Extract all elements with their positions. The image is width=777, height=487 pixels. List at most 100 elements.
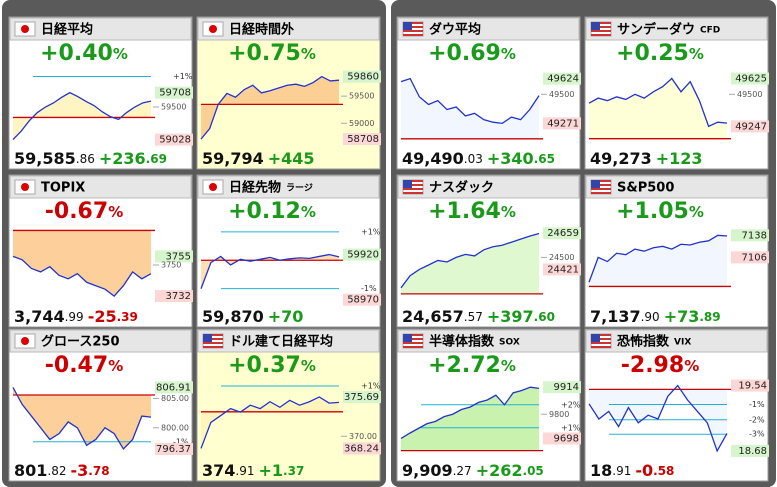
- area-fill: [201, 76, 339, 140]
- level-box: [731, 444, 769, 457]
- change-int: +340: [487, 149, 534, 168]
- pct-unit: %: [301, 45, 316, 63]
- flag-us-stripe: [403, 30, 423, 32]
- pct-unit: %: [501, 45, 516, 63]
- level-value-label: 49247: [735, 121, 767, 132]
- pct-unit: %: [501, 357, 516, 375]
- flag-us-stripe: [203, 338, 223, 340]
- level-value-label: 806.91: [156, 382, 191, 393]
- flag-us-canton: [591, 180, 600, 188]
- title-bar: [585, 329, 768, 353]
- change-dec: .78: [88, 464, 109, 478]
- title-bar: [397, 175, 580, 199]
- price-int: 59,870: [202, 307, 264, 326]
- title-bar: [397, 329, 580, 353]
- flag-us-stripe: [403, 188, 423, 190]
- pct-level-label: +1%: [361, 227, 381, 236]
- flag-us-stripe: [591, 346, 611, 348]
- level-box: [155, 381, 193, 394]
- level-label: 3750: [161, 261, 181, 270]
- level-value-label: 59708: [159, 88, 191, 99]
- flag-us-stripe: [591, 342, 611, 344]
- index-panel: サンデーダウ CFD +0.25% 49625 49500 49247 49,273 +123: [584, 16, 769, 170]
- price-line: [12, 91, 152, 141]
- index-panel: 半導体指数 SOX +2.72% 9914 +2%9800 +1%9698 9,909.27…: [396, 328, 581, 482]
- panel-title: ダウ平均: [429, 21, 481, 37]
- price-line: [588, 77, 728, 128]
- pct-value: +0.40: [40, 41, 113, 66]
- flag-us-stripe: [203, 346, 223, 348]
- flag-jp-sun: [21, 183, 29, 191]
- pct-value: -2.98: [621, 353, 684, 378]
- level-box: [155, 133, 193, 146]
- price-dec: .99: [65, 310, 84, 324]
- flag-us-canton: [591, 334, 600, 342]
- change-dec: .65: [534, 152, 555, 166]
- level-label: 9800: [549, 410, 569, 419]
- pct-change: +2.72%: [428, 353, 516, 378]
- price: 59,585.86 +236.69: [14, 149, 167, 168]
- level-value-label: 9914: [554, 382, 579, 393]
- index-panel: 日経時間外 +0.75% 59860 59500 59000 58708 59,794 +44…: [196, 16, 381, 170]
- price-dec: .03: [464, 152, 483, 166]
- level-box: [543, 72, 581, 85]
- panel-title: ナスダック: [429, 179, 494, 195]
- flag-us-stripe: [403, 26, 423, 28]
- pct-value: +0.12: [228, 199, 301, 224]
- title-bar: [9, 175, 192, 199]
- pct-level-label: -1%: [749, 400, 765, 409]
- panel-title: 日経平均: [41, 21, 93, 37]
- price-int: 24,657: [402, 307, 464, 326]
- flag-us-stripe: [403, 192, 423, 194]
- level-value-label: 49624: [547, 74, 579, 85]
- flag-us-stripe: [591, 22, 611, 24]
- price-int: 49,490: [402, 149, 464, 168]
- price-int: 801: [14, 461, 47, 480]
- pct-value: +0.25: [616, 41, 689, 66]
- price-int: 9,909: [402, 461, 453, 480]
- level-box: [731, 251, 769, 264]
- title-sub: ラージ: [286, 182, 313, 193]
- panel-title: 日経先物 ラージ: [229, 179, 313, 195]
- title-text: グロース250: [41, 333, 120, 349]
- flag-us-canton: [403, 180, 412, 188]
- flag-us-stripe: [591, 188, 611, 190]
- level-box: [343, 70, 381, 83]
- price-line: [588, 384, 728, 453]
- pct-value: +0.37: [228, 353, 301, 378]
- price: 18.91 -0.58: [590, 461, 674, 480]
- panel-title: 恐怖指数 VIX: [617, 333, 691, 349]
- pct-change: -2.98%: [621, 353, 699, 378]
- level-label: 805.00: [161, 394, 189, 403]
- area-fill: [401, 233, 539, 294]
- change-dec: .39: [117, 310, 138, 324]
- pct-unit: %: [108, 203, 123, 221]
- pct-value: +0.69: [428, 41, 501, 66]
- panel-title: S&P500: [617, 180, 674, 195]
- level-value-label: 19.54: [738, 381, 767, 392]
- level-value-label: 9698: [554, 433, 579, 444]
- index-panel: ナスダック +1.64% 24659 24500 24421 24,657.57 +397.…: [396, 174, 581, 328]
- level-box: [155, 250, 193, 263]
- area-fill: [589, 78, 727, 139]
- pct-change: +0.12%: [228, 199, 316, 224]
- area-fill: [401, 78, 539, 139]
- price: 374.91 +1.37: [202, 461, 304, 480]
- level-value-label: 7138: [742, 230, 767, 241]
- change-int: +123: [656, 149, 703, 168]
- area-fill: [201, 254, 339, 289]
- pct-change: +1.05%: [616, 199, 704, 224]
- level-box: [343, 293, 381, 306]
- pct-value: +0.75: [228, 41, 301, 66]
- price: 7,137.90 +73.89: [590, 307, 721, 326]
- pct-level-label: -1%: [361, 284, 377, 293]
- price: 59,794 +445: [202, 149, 315, 168]
- title-bar: [397, 17, 580, 41]
- pct-change: +0.75%: [228, 41, 316, 66]
- price: 59,870 +70: [202, 307, 303, 326]
- price: 3,744.99 -25.39: [14, 307, 138, 326]
- level-box: [343, 442, 381, 455]
- flag-jp-sun: [209, 183, 217, 191]
- flag-us-stripe: [591, 180, 611, 182]
- price-int: 18: [590, 461, 612, 480]
